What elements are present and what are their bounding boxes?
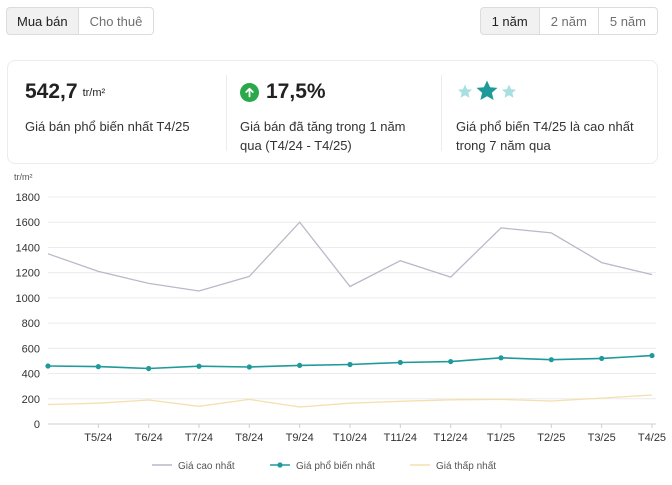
legend-marker [277, 462, 283, 468]
legend-label: Giá cao nhất [178, 460, 235, 472]
star-icon [476, 80, 498, 100]
tab-cho-thue[interactable]: Cho thuê [78, 7, 155, 35]
arrow-up-icon [240, 82, 259, 102]
data-point [397, 359, 403, 366]
tab-5-nam[interactable]: 5 năm [598, 7, 658, 35]
x-tick-label: T11/24 [384, 432, 417, 444]
data-point [196, 363, 202, 369]
y-tick-label: 1400 [16, 242, 40, 254]
x-tick-label: T10/24 [333, 432, 367, 444]
y-axis-unit-label: tr/m² [14, 172, 33, 182]
star-icon [501, 84, 517, 98]
y-tick-label: 400 [22, 369, 40, 381]
legend-label: Giá phổ biến nhất [296, 460, 375, 472]
star-rating [456, 79, 657, 105]
stat-growth-value-row: 17,5% [240, 79, 441, 105]
data-point [599, 355, 605, 362]
y-tick-label: 1800 [16, 192, 40, 204]
data-point [246, 364, 252, 370]
x-tick-label: T6/24 [135, 432, 163, 444]
stat-price-unit: tr/m² [82, 87, 106, 99]
stat-price-desc: Giá bán phổ biến nhất T4/25 [25, 119, 190, 134]
y-tick-label: 0 [34, 419, 40, 431]
x-tick-label: T8/24 [235, 432, 263, 444]
x-tick-label: T9/24 [286, 432, 314, 444]
data-point [45, 363, 51, 369]
stat-growth-value: 17,5% [266, 80, 326, 103]
stat-rank-desc: Giá phổ biến T4/25 là cao nhất trong 7 n… [456, 119, 634, 153]
x-tick-label: T5/24 [84, 432, 112, 444]
data-point [146, 365, 152, 372]
data-point [649, 352, 655, 359]
star-icon [457, 84, 473, 98]
stat-growth-desc: Giá bán đã tăng trong 1 năm qua (T4/24 -… [240, 119, 406, 153]
x-tick-label: T12/24 [434, 432, 468, 444]
data-point [448, 358, 454, 365]
period-tabs: 1 năm 2 năm 5 năm [479, 7, 658, 35]
tab-mua-ban[interactable]: Mua bán [6, 7, 79, 35]
transaction-type-tabs: Mua bán Cho thuê [6, 7, 155, 35]
y-tick-label: 200 [22, 394, 40, 406]
data-point [498, 355, 504, 361]
y-tick-label: 800 [22, 318, 40, 330]
stat-price-value: 542,7 [25, 80, 78, 103]
y-tick-label: 1600 [16, 217, 40, 229]
x-tick-label: T3/25 [588, 432, 616, 444]
series-line-1 [47, 221, 653, 292]
data-point [548, 357, 554, 363]
y-tick-label: 600 [22, 343, 40, 355]
y-tick-label: 1000 [16, 293, 40, 305]
stat-price-value-row: 542,7 tr/m² [25, 79, 226, 105]
x-tick-label: T7/24 [185, 432, 213, 444]
x-tick-label: T2/25 [537, 432, 565, 444]
data-point [297, 362, 303, 368]
x-tick-label: T4/25 [638, 432, 666, 444]
x-tick-label: T1/25 [487, 432, 515, 444]
data-point [95, 364, 101, 370]
price-stats-card: 542,7 tr/m² Giá bán phổ biến nhất T4/25 … [7, 60, 658, 164]
data-point [347, 361, 353, 368]
tab-1-nam[interactable]: 1 năm [479, 7, 540, 35]
stat-growth: 17,5% Giá bán đã tăng trong 1 năm qua (T… [226, 61, 441, 163]
legend-label: Giá thấp nhất [436, 460, 496, 472]
stars-icon-group [457, 80, 517, 100]
y-tick-label: 1200 [16, 268, 40, 280]
stat-common-price: 542,7 tr/m² Giá bán phổ biến nhất T4/25 [8, 61, 226, 163]
tab-2-nam[interactable]: 2 năm [539, 7, 599, 35]
price-line-chart: tr/m² 0 200 400 600 800 1000 1200 1400 1600 1800 T5… [14, 172, 666, 472]
series-line-3 [47, 394, 653, 408]
stat-rank: Giá phổ biến T4/25 là cao nhất trong 7 n… [441, 61, 657, 163]
